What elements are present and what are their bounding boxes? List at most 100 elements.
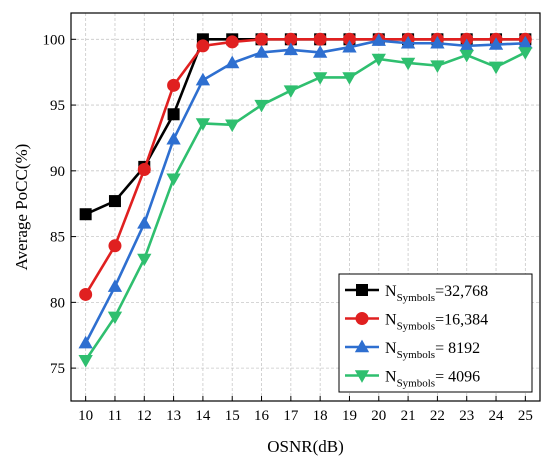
series-line (84, 38, 526, 296)
x-tick-label: 23 (459, 408, 474, 424)
legend-label-main: N (385, 369, 397, 386)
y-tick-label: 85 (50, 230, 65, 246)
x-tick-label: 17 (283, 408, 299, 424)
data-point (108, 239, 122, 253)
data-point (167, 78, 181, 92)
x-tick-label: 24 (489, 408, 505, 424)
data-point (312, 72, 328, 85)
x-tick-label: 14 (195, 408, 211, 424)
legend: NSymbols=32,768NSymbols=16,384NSymbols= … (338, 273, 533, 393)
legend-label-main: N (385, 312, 397, 329)
series-1 (79, 33, 532, 221)
data-point (196, 39, 210, 53)
data-point (342, 39, 357, 53)
series-3 (78, 33, 533, 349)
x-axis-title: OSNR(dB) (267, 437, 344, 456)
legend-box (338, 273, 533, 393)
x-tick-label: 20 (371, 408, 386, 424)
data-point (107, 279, 123, 292)
data-point (459, 49, 474, 63)
legend-item: NSymbols=32,768 (345, 283, 488, 304)
legend-swatch-marker (354, 370, 370, 383)
y-tick-label: 100 (43, 32, 66, 48)
legend-label-value: = 8192 (435, 340, 480, 357)
data-point (313, 32, 327, 46)
series-layer (78, 32, 533, 368)
series-line (84, 51, 526, 361)
data-point (254, 99, 269, 113)
legend-label-value: = 4096 (435, 369, 480, 386)
data-point (488, 37, 504, 50)
x-tick-label: 15 (225, 408, 240, 424)
data-point (312, 45, 328, 58)
data-point (518, 47, 533, 60)
legend-swatch-marker (356, 284, 368, 296)
x-tick-label: 21 (401, 408, 416, 424)
legend-label: NSymbols= 4096 (385, 369, 480, 390)
y-tick-label: 75 (50, 361, 65, 377)
data-point (78, 335, 93, 349)
data-point (78, 354, 93, 368)
legend-item: NSymbols= 8192 (345, 339, 480, 361)
legend-label-main: N (385, 283, 397, 300)
data-point (371, 53, 386, 67)
x-tick-label: 25 (518, 408, 533, 424)
legend-label-sub: Symbols (397, 378, 436, 390)
data-point (488, 61, 504, 75)
data-point (195, 72, 211, 86)
data-point (255, 32, 269, 46)
series-line (84, 39, 526, 344)
plot-frame (70, 12, 541, 402)
legend-swatch-marker (354, 339, 370, 353)
data-point (254, 45, 269, 58)
y-axis-title: Average PoCC(%) (12, 144, 31, 271)
x-tick-label: 16 (254, 408, 270, 424)
legend-label: NSymbols=16,384 (385, 312, 488, 333)
data-point (225, 119, 240, 133)
y-tick-label: 80 (50, 295, 65, 311)
x-tick-label: 11 (108, 408, 122, 424)
legend-label: NSymbols=32,768 (385, 283, 488, 304)
data-point (137, 216, 152, 229)
legend-label: NSymbols= 8192 (385, 340, 480, 361)
series-line (85, 38, 526, 216)
data-point (283, 85, 299, 98)
data-point (400, 35, 416, 49)
x-tick-label: 12 (137, 408, 152, 424)
data-point (166, 131, 181, 145)
series-2 (79, 32, 532, 301)
x-tick-label: 10 (78, 408, 93, 424)
data-point (430, 35, 445, 49)
data-point (108, 195, 121, 208)
data-point (342, 72, 357, 85)
legend-swatch-marker (355, 312, 369, 325)
legend-label-value: =32,768 (435, 283, 488, 300)
x-tick-label: 13 (166, 408, 181, 424)
legend-label-main: N (385, 340, 397, 357)
y-tick-label: 95 (50, 98, 65, 114)
legend-label-value: =16,384 (435, 312, 488, 329)
data-point (225, 55, 240, 69)
legend-label-sub: Symbols (397, 349, 436, 361)
data-point (430, 60, 445, 73)
series-4 (78, 47, 533, 368)
data-point (137, 253, 152, 267)
data-point (166, 173, 181, 187)
legend-label-sub: Symbols (397, 292, 436, 304)
data-point (107, 311, 123, 325)
legend-label-sub: Symbols (397, 321, 436, 333)
data-point (137, 163, 151, 177)
x-tick-label: 22 (430, 408, 445, 424)
data-point (225, 35, 239, 49)
y-tick-label: 90 (50, 164, 65, 180)
legend-item: NSymbols= 4096 (345, 369, 480, 390)
data-point (283, 42, 299, 56)
x-tick-label: 19 (342, 408, 357, 424)
data-point (400, 57, 416, 71)
axis-ticks: 10 11 12 13 14 15 16 17 18 19 20 21 22 23 24 25 75 80 85 90… (43, 32, 533, 424)
data-point (167, 108, 180, 121)
x-tick-label: 18 (313, 408, 328, 424)
data-point (79, 287, 93, 301)
legend-item: NSymbols=16,384 (345, 312, 488, 333)
